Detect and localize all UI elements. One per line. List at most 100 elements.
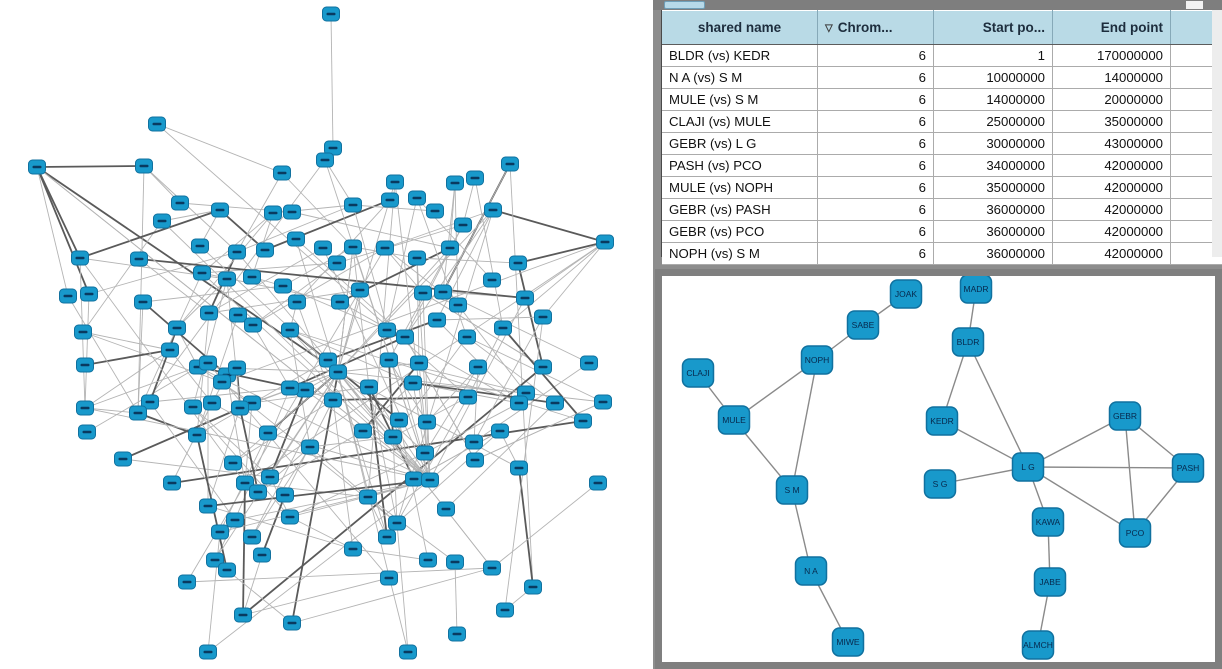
table-cell[interactable]: N A (vs) S M: [662, 66, 818, 89]
table-row[interactable]: CLAJI (vs) MULE625000000350000005.9: [662, 110, 1222, 133]
network-node[interactable]: [800, 345, 834, 375]
network-edge: [396, 396, 469, 524]
table-cell[interactable]: 6: [817, 176, 934, 199]
table-cell[interactable]: 6: [817, 66, 934, 89]
network-node[interactable]: [717, 405, 751, 435]
subnetwork-view[interactable]: JOAK MADR SABE NOPH CLAJI BLDR MULE KEDR GEBR L G…: [655, 269, 1222, 669]
table-row[interactable]: GEBR (vs) L G6300000004300000016.9: [662, 132, 1222, 155]
table-cell[interactable]: 36000000: [933, 198, 1053, 221]
table-cell[interactable]: 8.9: [1170, 198, 1222, 221]
table-cell[interactable]: 9.9: [1170, 242, 1222, 265]
main-network-view[interactable]: [0, 0, 653, 669]
node-label: [380, 246, 390, 250]
table-cell[interactable]: 6: [817, 88, 934, 111]
table-cell[interactable]: 170000000: [1052, 44, 1171, 67]
table-cell[interactable]: 5.9: [1170, 110, 1222, 133]
table-cell[interactable]: 42000000: [1052, 220, 1171, 243]
table-cell[interactable]: 25000000: [933, 110, 1053, 133]
network-node[interactable]: [1118, 518, 1152, 548]
table-cell[interactable]: 14000000: [1052, 66, 1171, 89]
table-row[interactable]: BLDR (vs) KEDR61170000000192.0: [662, 44, 1222, 67]
table-cell[interactable]: 10.5: [1170, 176, 1222, 199]
table-cell[interactable]: 6: [817, 44, 934, 67]
network-node[interactable]: [1021, 630, 1055, 660]
table-cell[interactable]: 34000000: [933, 154, 1053, 177]
table-cell[interactable]: PASH (vs) PCO: [662, 154, 818, 177]
network-edge: [79, 209, 221, 259]
node-label: [388, 435, 398, 439]
table-cell[interactable]: 20000000: [1052, 88, 1171, 111]
node-label: [203, 361, 213, 365]
network-node[interactable]: [923, 469, 957, 499]
scrollbar-slot[interactable]: [1186, 1, 1203, 9]
node-label: [165, 348, 175, 352]
network-node[interactable]: [794, 556, 828, 586]
network-node[interactable]: [681, 358, 715, 388]
table-cell[interactable]: 11.4: [1170, 154, 1222, 177]
column-header-sharedname[interactable]: shared name: [662, 10, 818, 45]
panel-tab[interactable]: [664, 1, 705, 9]
network-node[interactable]: [925, 406, 959, 436]
table-cell[interactable]: MULE (vs) NOPH: [662, 176, 818, 199]
column-header-chrom[interactable]: ▽ Chrom...: [817, 10, 934, 45]
network-node[interactable]: [1108, 401, 1142, 431]
table-cell[interactable]: 36000000: [933, 220, 1053, 243]
node-label: [453, 303, 463, 307]
table-cell[interactable]: 6: [817, 220, 934, 243]
table-row[interactable]: MULE (vs) S M614000000200000007.5: [662, 88, 1222, 111]
network-node[interactable]: [1033, 567, 1067, 597]
node-label: [473, 365, 483, 369]
table-cell[interactable]: 42000000: [1052, 154, 1171, 177]
network-edge: [149, 387, 291, 403]
column-header-startpo[interactable]: Start po...: [933, 10, 1053, 45]
column-header-label: Chrom...: [837, 20, 893, 35]
table-cell[interactable]: 6: [817, 198, 934, 221]
network-node[interactable]: [775, 475, 809, 505]
node-label: [384, 576, 394, 580]
table-cell[interactable]: 6: [817, 110, 934, 133]
table-cell[interactable]: 192.0: [1170, 44, 1222, 67]
table-cell[interactable]: 6: [817, 154, 934, 177]
table-cell[interactable]: 16.9: [1170, 132, 1222, 155]
column-header-endpoint[interactable]: End point: [1052, 10, 1171, 45]
table-row[interactable]: GEBR (vs) PCO636000000420000008.4: [662, 220, 1222, 243]
table-cell[interactable]: MULE (vs) S M: [662, 88, 818, 111]
table-cell[interactable]: 6.6: [1170, 66, 1222, 89]
table-cell[interactable]: NOPH (vs) S M: [662, 242, 818, 265]
table-cell[interactable]: 43000000: [1052, 132, 1171, 155]
table-row[interactable]: GEBR (vs) PASH636000000420000008.9: [662, 198, 1222, 221]
table-cell[interactable]: BLDR (vs) KEDR: [662, 44, 818, 67]
network-node[interactable]: [1171, 453, 1205, 483]
node-label: [385, 198, 395, 202]
table-cell[interactable]: 42000000: [1052, 198, 1171, 221]
table-row[interactable]: N A (vs) S M610000000140000006.6: [662, 66, 1222, 89]
network-node[interactable]: [846, 310, 880, 340]
network-node[interactable]: [831, 627, 865, 657]
network-node[interactable]: [951, 327, 985, 357]
table-cell[interactable]: 1: [933, 44, 1053, 67]
table-cell[interactable]: GEBR (vs) PASH: [662, 198, 818, 221]
table-cell[interactable]: 35000000: [1052, 110, 1171, 133]
table-cell[interactable]: 14000000: [933, 88, 1053, 111]
table-cell[interactable]: 6: [817, 242, 934, 265]
table-row[interactable]: MULE (vs) NOPH6350000004200000010.5: [662, 176, 1222, 199]
table-cell[interactable]: 42000000: [1052, 176, 1171, 199]
table-cell[interactable]: 42000000: [1052, 242, 1171, 265]
table-row[interactable]: PASH (vs) PCO6340000004200000011.4: [662, 154, 1222, 177]
network-edge: [1027, 466, 1189, 469]
network-node[interactable]: [1011, 452, 1045, 482]
table-cell[interactable]: CLAJI (vs) MULE: [662, 110, 818, 133]
table-cell[interactable]: GEBR (vs) L G: [662, 132, 818, 155]
table-cell[interactable]: 7.5: [1170, 88, 1222, 111]
filter-funnel-icon[interactable]: ▽: [825, 23, 833, 34]
table-cell[interactable]: 35000000: [933, 176, 1053, 199]
table-cell[interactable]: 30000000: [933, 132, 1053, 155]
network-node[interactable]: [1031, 507, 1065, 537]
table-cell[interactable]: 6: [817, 132, 934, 155]
table-cell[interactable]: GEBR (vs) PCO: [662, 220, 818, 243]
table-cell[interactable]: 36000000: [933, 242, 1053, 265]
network-node[interactable]: [889, 279, 923, 309]
table-cell[interactable]: 8.4: [1170, 220, 1222, 243]
table-cell[interactable]: 10000000: [933, 66, 1053, 89]
table-row[interactable]: NOPH (vs) S M636000000420000009.9: [662, 242, 1222, 265]
